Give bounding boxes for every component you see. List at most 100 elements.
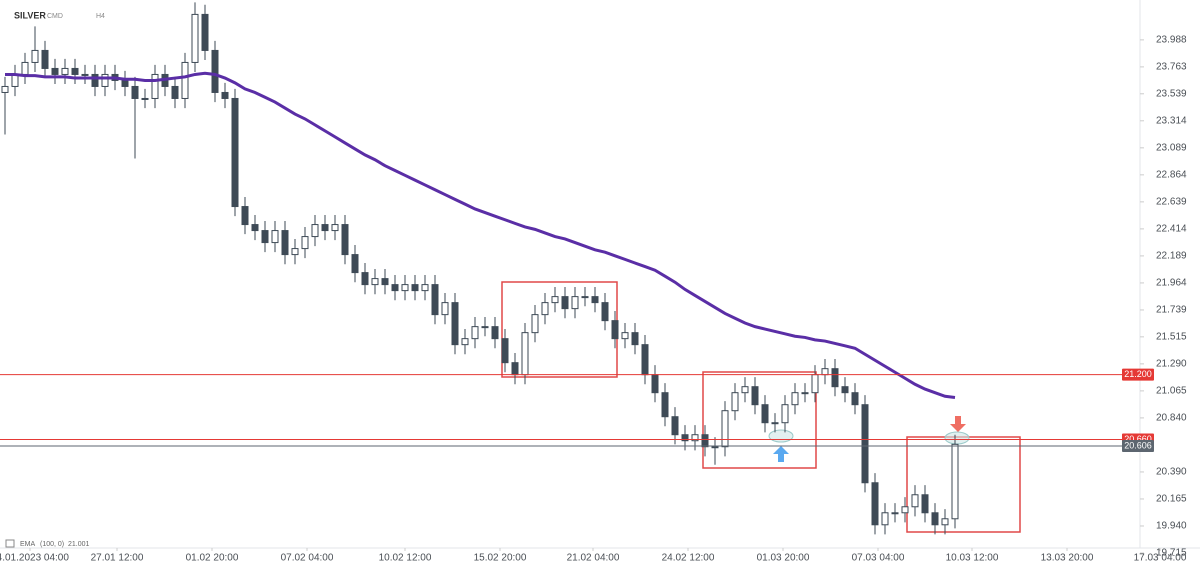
y-tick-label: 23.314 <box>1156 115 1187 126</box>
candle-body <box>151 73 159 99</box>
highlight <box>944 431 970 445</box>
candle-body <box>481 326 489 329</box>
candle-body <box>421 284 429 292</box>
candle-body <box>541 302 549 316</box>
candle-body <box>61 67 69 75</box>
y-tick-label: 19.715 <box>1156 548 1187 559</box>
candle-body <box>821 368 829 376</box>
candle-body <box>81 73 89 76</box>
candle-body <box>251 224 259 232</box>
interval: H4 <box>96 13 105 20</box>
x-tick-label: 01.02 20:00 <box>186 553 239 564</box>
candle-body <box>121 79 129 87</box>
candle-body <box>171 85 179 99</box>
candle-body <box>371 278 379 286</box>
candles <box>1 2 959 535</box>
candle-body <box>491 326 499 340</box>
y-tick-label: 21.964 <box>1156 278 1187 289</box>
candle-body <box>771 422 779 425</box>
candle-body <box>531 314 539 334</box>
y-tick-label: 21.515 <box>1156 331 1187 342</box>
indicator-name: EMA <box>20 541 36 548</box>
y-tick-label: 22.189 <box>1156 251 1187 262</box>
range-box <box>702 371 817 469</box>
y-tick-label: 23.763 <box>1156 62 1187 73</box>
price-label-box <box>1122 368 1154 381</box>
candle-body <box>851 392 859 406</box>
candle-body <box>811 374 819 394</box>
candle-body <box>931 512 939 526</box>
candle-body <box>711 446 719 449</box>
candle-body <box>361 272 369 286</box>
candle-body <box>221 91 229 99</box>
candle-body <box>901 506 909 514</box>
candle-body <box>761 404 769 424</box>
candle-body <box>31 49 39 63</box>
candle-body <box>591 296 599 304</box>
candle-body <box>451 302 459 346</box>
candle-body <box>441 302 449 316</box>
ema-line <box>5 71 956 399</box>
candle-body <box>741 386 749 394</box>
candle-body <box>681 434 689 442</box>
candle-body <box>911 494 919 508</box>
x-tick-label: 07.03 04:00 <box>852 553 905 564</box>
candle-body <box>321 224 329 232</box>
candle-body <box>631 332 639 346</box>
candle-body <box>621 332 629 340</box>
candle-body <box>801 392 809 395</box>
y-tick-label: 20.840 <box>1156 413 1187 424</box>
y-tick-label: 21.739 <box>1156 305 1187 316</box>
y-tick-label: 21.065 <box>1156 386 1187 397</box>
candle-body <box>261 230 269 244</box>
candle-body <box>881 512 889 526</box>
candle-body <box>351 254 359 274</box>
candle-body <box>561 296 569 310</box>
price-label: 20.606 <box>1124 440 1152 450</box>
candle-body <box>781 404 789 424</box>
candle-body <box>611 320 619 340</box>
market: CMD <box>47 13 63 20</box>
up-arrow <box>773 446 789 462</box>
candle-body <box>661 392 669 418</box>
candle-body <box>461 338 469 346</box>
candle-body <box>241 206 249 226</box>
candle-body <box>601 302 609 322</box>
y-tick-label: 23.539 <box>1156 88 1187 99</box>
y-tick-label: 19.940 <box>1156 521 1187 532</box>
candle-body <box>391 284 399 292</box>
candle-body <box>691 434 699 442</box>
x-tick-label: 24.01.2023 04:00 <box>0 553 69 564</box>
candle-body <box>11 73 19 87</box>
y-tick-label: 22.864 <box>1156 169 1187 180</box>
candle-body <box>41 49 49 69</box>
candle-body <box>231 97 239 208</box>
candle-body <box>671 416 679 436</box>
candle-body <box>51 67 59 75</box>
candle-body <box>191 13 199 63</box>
candle-body <box>861 404 869 484</box>
y-tick-label: 22.639 <box>1156 197 1187 208</box>
candle-body <box>181 61 189 99</box>
candle-body <box>301 236 309 250</box>
price-label: 20.660 <box>1124 434 1152 444</box>
candle-body <box>871 482 879 526</box>
candle-body <box>381 278 389 286</box>
x-tick-label: 13.03 20:00 <box>1041 553 1094 564</box>
symbol: SILVER <box>14 10 46 20</box>
candle-body <box>201 13 209 51</box>
candle-body <box>651 374 659 394</box>
candle-body <box>411 284 419 292</box>
candle-body <box>291 248 299 256</box>
candle-body <box>891 512 899 515</box>
price-label-box <box>1122 440 1154 453</box>
candle-body <box>941 518 949 526</box>
candle-body <box>101 73 109 87</box>
candle-body <box>91 73 99 87</box>
candle-body <box>471 326 479 340</box>
candle-body <box>581 296 589 299</box>
candle-body <box>751 386 759 406</box>
candle-body <box>731 392 739 412</box>
indicator-value: 21.001 <box>68 541 90 548</box>
